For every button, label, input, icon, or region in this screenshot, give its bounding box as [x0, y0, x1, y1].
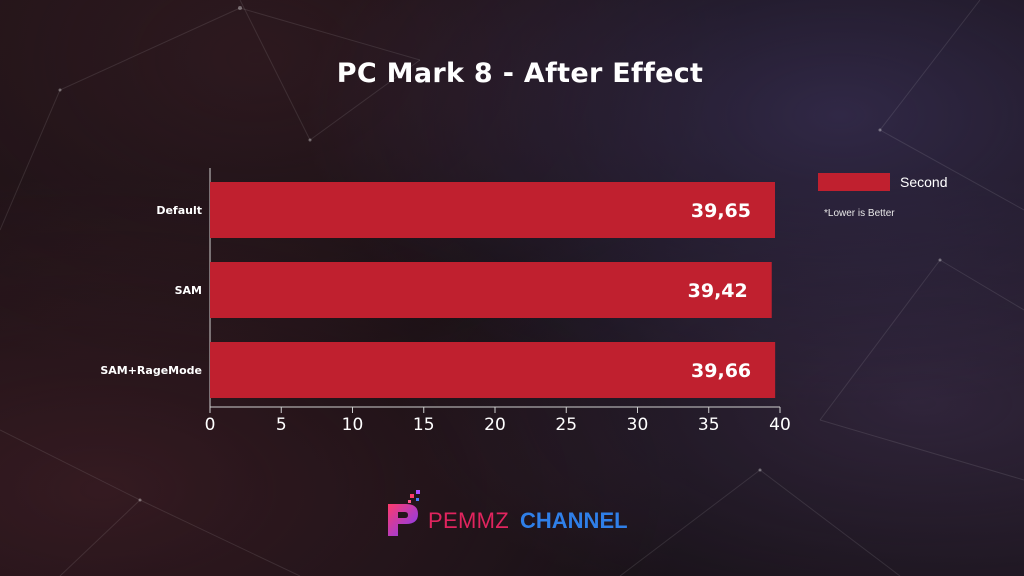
brand-name-part2: CHANNEL: [520, 508, 628, 533]
bar: [210, 262, 772, 318]
category-label: Default: [156, 204, 202, 217]
legend-swatch: [818, 173, 890, 191]
x-tick-label: 10: [342, 415, 364, 435]
bar: [210, 342, 776, 398]
data-label: 39,66: [691, 360, 751, 382]
pemmz-logo-icon: [388, 490, 420, 536]
x-tick-label: 15: [413, 415, 435, 435]
bar: [210, 182, 776, 238]
chart-title: PC Mark 8 - After Effect: [336, 58, 704, 89]
data-label: 39,65: [691, 200, 751, 222]
legend-label: Second: [900, 174, 948, 190]
x-tick-label: 35: [698, 415, 720, 435]
brand-name-part1: PEMMZ: [428, 508, 509, 533]
x-tick-label: 25: [555, 415, 577, 435]
x-tick-label: 0: [205, 415, 216, 435]
x-tick-label: 20: [484, 415, 506, 435]
data-label: 39,42: [688, 280, 748, 302]
category-label: SAM: [175, 284, 202, 297]
x-tick-label: 5: [276, 415, 287, 435]
legend-note: *Lower is Better: [824, 208, 895, 219]
x-tick-label: 30: [627, 415, 649, 435]
category-label: SAM+RageMode: [100, 364, 202, 377]
x-tick-label: 40: [769, 415, 791, 435]
